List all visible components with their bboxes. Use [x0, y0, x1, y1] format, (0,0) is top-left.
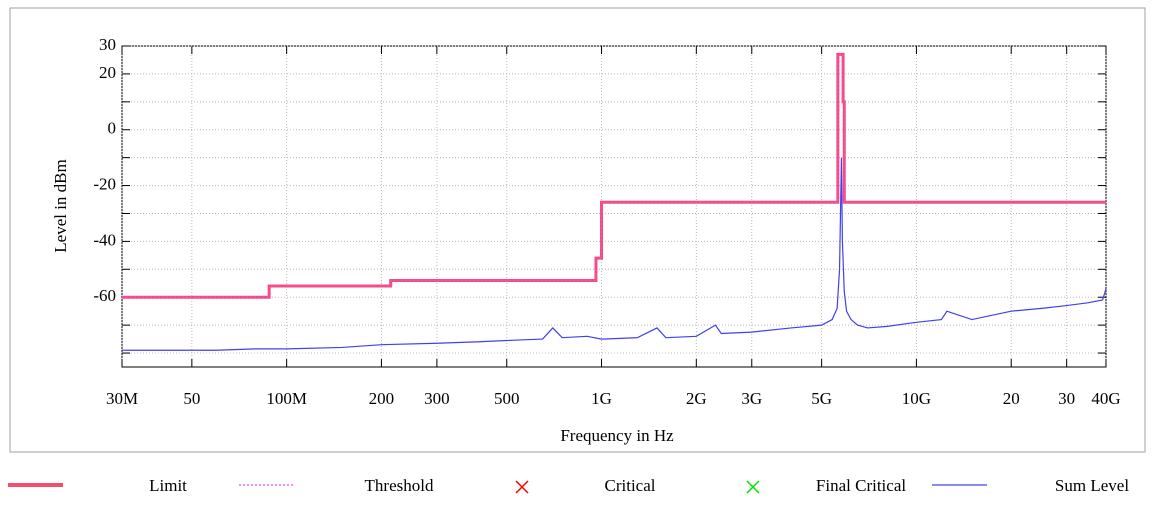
legend-label: Sum Level — [1055, 476, 1129, 495]
x-tick-label: 5G — [811, 389, 832, 408]
legend-label: Limit — [149, 476, 187, 495]
x-tick-label: 100M — [266, 389, 307, 408]
y-tick-label: -20 — [93, 174, 116, 193]
y-tick-label: -60 — [93, 286, 116, 305]
legend-label: Final Critical — [816, 476, 906, 495]
y-tick-label: 30 — [99, 35, 116, 54]
legend-marker — [746, 480, 760, 494]
series-line — [122, 52, 1106, 299]
series-line — [122, 157, 1107, 351]
x-tick-label: 10G — [902, 389, 931, 408]
x-tick-label: 2G — [686, 389, 707, 408]
x-tick-label: 3G — [741, 389, 762, 408]
plot-area — [121, 45, 1107, 368]
x-tick-label: 30 — [1058, 389, 1075, 408]
x-axis-label: Frequency in Hz — [560, 426, 674, 445]
x-tick-label: 30M — [106, 389, 138, 408]
x-tick-label: 20 — [1003, 389, 1020, 408]
x-tick-label: 50 — [183, 389, 200, 408]
y-axis-label: Level in dBm — [51, 159, 70, 252]
x-tick-label: 40G — [1091, 389, 1120, 408]
x-tick-label: 200 — [369, 389, 395, 408]
y-tick-label: 20 — [99, 63, 116, 82]
chart-frame — [9, 7, 1146, 453]
series-line — [122, 53, 1106, 298]
legend-label: Threshold — [365, 476, 434, 495]
x-tick-label: 1G — [591, 389, 612, 408]
legend-label: Critical — [605, 476, 656, 495]
x-tick-label: 500 — [494, 389, 520, 408]
y-tick-label: 0 — [108, 119, 117, 138]
legend-marker — [515, 480, 529, 494]
x-tick-label: 300 — [424, 389, 450, 408]
y-tick-label: -40 — [93, 230, 116, 249]
